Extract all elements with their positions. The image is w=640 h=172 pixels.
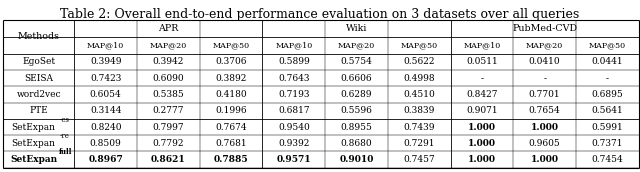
Text: EgoSet: EgoSet xyxy=(22,57,55,66)
Text: 0.4510: 0.4510 xyxy=(403,90,435,99)
Text: -: - xyxy=(481,74,483,83)
Text: 0.9605: 0.9605 xyxy=(529,139,561,148)
Text: 1.000: 1.000 xyxy=(531,155,559,164)
Text: 0.7885: 0.7885 xyxy=(214,155,248,164)
Text: 0.5596: 0.5596 xyxy=(340,106,372,115)
Text: MAP@20: MAP@20 xyxy=(150,41,187,49)
Text: 0.0441: 0.0441 xyxy=(591,57,623,66)
Text: 0.5622: 0.5622 xyxy=(403,57,435,66)
Text: -cs: -cs xyxy=(60,116,69,124)
Text: PubMed-CVD: PubMed-CVD xyxy=(512,24,577,33)
Text: full: full xyxy=(60,148,73,157)
Text: 0.3949: 0.3949 xyxy=(90,57,122,66)
Text: Table 2: Overall end-to-end performance evaluation on 3 datasets over all querie: Table 2: Overall end-to-end performance … xyxy=(60,8,580,21)
Text: MAP@10: MAP@10 xyxy=(87,41,124,49)
Text: 0.7792: 0.7792 xyxy=(153,139,184,148)
Text: MAP@50: MAP@50 xyxy=(212,41,250,49)
Text: MAP@10: MAP@10 xyxy=(275,41,312,49)
Text: 1.000: 1.000 xyxy=(468,122,496,132)
Text: 0.4180: 0.4180 xyxy=(215,90,247,99)
Text: 0.7643: 0.7643 xyxy=(278,74,310,83)
Text: 0.3892: 0.3892 xyxy=(216,74,247,83)
Text: 0.5899: 0.5899 xyxy=(278,57,310,66)
Text: 0.6817: 0.6817 xyxy=(278,106,310,115)
Text: SetExpan: SetExpan xyxy=(12,122,56,132)
Text: 0.5641: 0.5641 xyxy=(591,106,623,115)
Text: MAP@20: MAP@20 xyxy=(526,41,563,49)
Text: 0.8621: 0.8621 xyxy=(151,155,186,164)
Text: 0.5754: 0.5754 xyxy=(340,57,372,66)
Text: 0.6054: 0.6054 xyxy=(90,90,122,99)
Text: Wiki: Wiki xyxy=(346,24,367,33)
Text: 0.7701: 0.7701 xyxy=(529,90,561,99)
Text: 0.7997: 0.7997 xyxy=(152,122,184,132)
Text: 0.7654: 0.7654 xyxy=(529,106,561,115)
Text: 0.6090: 0.6090 xyxy=(152,74,184,83)
Text: 0.7423: 0.7423 xyxy=(90,74,122,83)
Text: 0.6606: 0.6606 xyxy=(340,74,372,83)
Text: 0.3839: 0.3839 xyxy=(404,106,435,115)
Text: 0.8955: 0.8955 xyxy=(340,122,372,132)
Text: 0.8967: 0.8967 xyxy=(88,155,123,164)
Text: PTE: PTE xyxy=(29,106,48,115)
Text: 0.3942: 0.3942 xyxy=(153,57,184,66)
Text: 0.9571: 0.9571 xyxy=(276,155,311,164)
Text: 0.8240: 0.8240 xyxy=(90,122,122,132)
Text: 0.7291: 0.7291 xyxy=(403,139,435,148)
Text: 0.6289: 0.6289 xyxy=(340,90,372,99)
Text: 0.8427: 0.8427 xyxy=(466,90,498,99)
Text: 0.7674: 0.7674 xyxy=(215,122,247,132)
Text: MAP@20: MAP@20 xyxy=(338,41,375,49)
Text: SetExpan: SetExpan xyxy=(12,139,56,148)
Text: 0.9010: 0.9010 xyxy=(339,155,374,164)
Text: 0.7454: 0.7454 xyxy=(591,155,623,164)
Text: 0.9540: 0.9540 xyxy=(278,122,310,132)
Text: 0.5991: 0.5991 xyxy=(591,122,623,132)
Text: MAP@10: MAP@10 xyxy=(463,41,500,49)
Text: -: - xyxy=(606,74,609,83)
Text: 0.7439: 0.7439 xyxy=(403,122,435,132)
Text: 0.3144: 0.3144 xyxy=(90,106,122,115)
Text: 1.000: 1.000 xyxy=(531,122,559,132)
Text: -: - xyxy=(543,74,546,83)
Text: 0.9392: 0.9392 xyxy=(278,139,310,148)
Text: 0.1996: 0.1996 xyxy=(215,106,247,115)
Text: 0.0511: 0.0511 xyxy=(466,57,498,66)
Text: 0.3706: 0.3706 xyxy=(216,57,247,66)
Text: 0.7371: 0.7371 xyxy=(591,139,623,148)
Text: MAP@50: MAP@50 xyxy=(589,41,626,49)
Text: word2vec: word2vec xyxy=(17,90,61,99)
Text: -re: -re xyxy=(60,132,69,140)
Text: 0.7457: 0.7457 xyxy=(403,155,435,164)
Text: SetExpan: SetExpan xyxy=(10,155,57,164)
Text: APR: APR xyxy=(158,24,179,33)
Text: 1.000: 1.000 xyxy=(468,139,496,148)
Text: 0.6895: 0.6895 xyxy=(591,90,623,99)
Text: 0.7681: 0.7681 xyxy=(215,139,247,148)
Text: 0.8509: 0.8509 xyxy=(90,139,122,148)
Text: 0.2777: 0.2777 xyxy=(153,106,184,115)
Text: MAP@50: MAP@50 xyxy=(401,41,438,49)
Text: 0.0410: 0.0410 xyxy=(529,57,561,66)
Text: 0.9071: 0.9071 xyxy=(466,106,498,115)
Text: 0.8680: 0.8680 xyxy=(340,139,372,148)
Text: 0.5385: 0.5385 xyxy=(152,90,184,99)
Text: 1.000: 1.000 xyxy=(468,155,496,164)
Text: SEISA: SEISA xyxy=(24,74,53,83)
Text: 0.4998: 0.4998 xyxy=(403,74,435,83)
Text: Methods: Methods xyxy=(18,32,60,41)
Text: 0.7193: 0.7193 xyxy=(278,90,310,99)
